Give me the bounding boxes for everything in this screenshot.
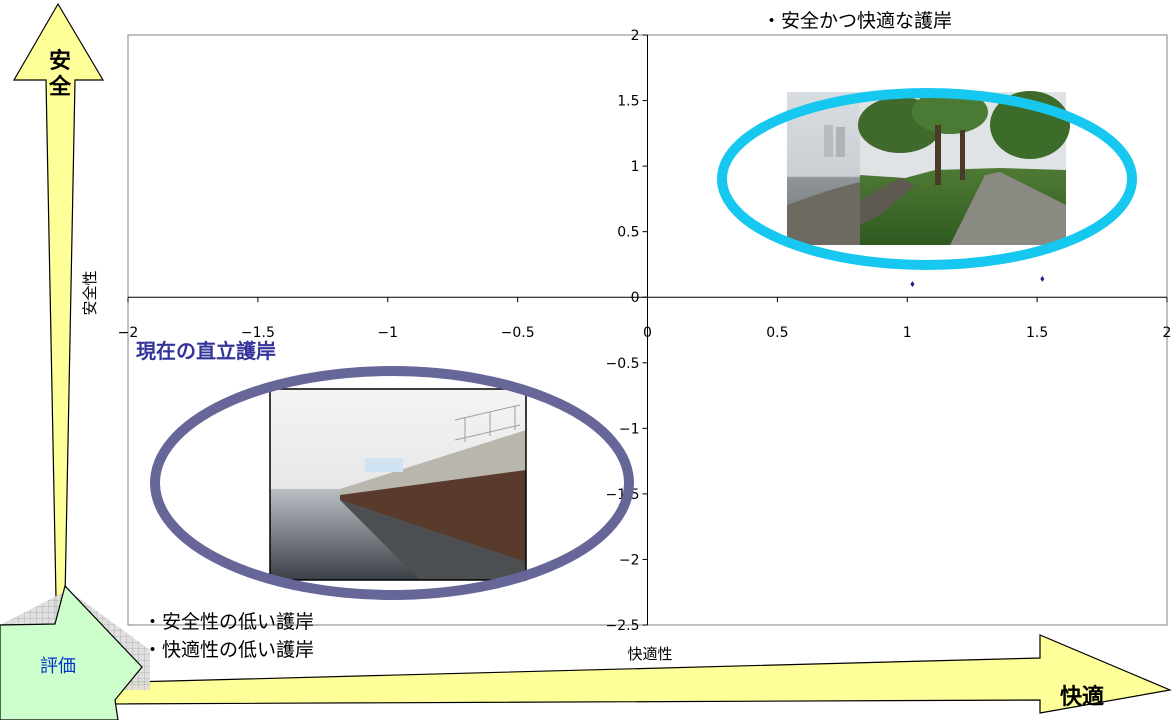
x-tick-label: −0.5	[501, 325, 535, 341]
annotation-low-safety: ・安全性の低い護岸	[143, 611, 314, 633]
current-vertical-seawall-photo	[269, 388, 527, 581]
x-tick-label: −2	[118, 325, 139, 341]
y-axis-label: 安全性	[81, 270, 99, 315]
safety-arrow-label: 安全	[0, 0, 2, 1]
x-tick-label: 1.5	[1026, 325, 1048, 341]
y-tick-label: 1.5	[617, 94, 639, 110]
annotation-low-comfort: ・快適性の低い護岸	[143, 639, 314, 661]
safety-arrow-label-2: 全	[48, 74, 72, 100]
safety-arrow-label-1: 安	[49, 48, 71, 74]
x-tick-labels: −2 −1.5 −1 −0.5 0 0.5 1 1.5 2	[118, 325, 1172, 341]
x-axis-label: 快適性	[627, 645, 672, 663]
y-tick-label: −1	[619, 421, 640, 437]
comfort-arrow: 快適	[94, 634, 1173, 714]
evaluation-arrow-label: 評価	[40, 656, 76, 677]
y-tick-label: −0.5	[606, 356, 640, 372]
evaluation-arrow: 評価	[0, 584, 150, 720]
data-points	[910, 275, 1045, 288]
y-tick-label: −2	[619, 552, 640, 568]
y-tick-label: 1	[631, 159, 640, 175]
safety-arrow: 安 全 安全	[0, 0, 105, 651]
x-tick-label: 0	[643, 325, 652, 341]
y-tick-label: 0	[631, 290, 640, 306]
x-tick-label: −1	[377, 325, 398, 341]
safe-comfortable-ellipse	[717, 88, 1137, 270]
y-tick-label: 0.5	[617, 225, 639, 241]
x-tick-label: −1.5	[241, 325, 275, 341]
current-seawall-ellipse	[150, 366, 634, 600]
x-tick-label: 2	[1163, 325, 1172, 341]
comfort-arrow-label: 快適	[1060, 684, 1104, 710]
axes	[127, 34, 1168, 626]
x-tick-label: 1	[903, 325, 912, 341]
data-point	[910, 281, 915, 288]
data-point	[1040, 275, 1045, 282]
safe-comfortable-seawall-photo	[787, 90, 1070, 245]
x-tick-label: 0.5	[766, 325, 788, 341]
annotation-current-seawall: 現在の直立護岸	[136, 339, 276, 363]
annotation-safe-comfortable: ・安全かつ快適な護岸	[762, 10, 952, 32]
y-tick-label: 2	[631, 28, 640, 44]
y-tick-label: −2.5	[606, 618, 640, 634]
